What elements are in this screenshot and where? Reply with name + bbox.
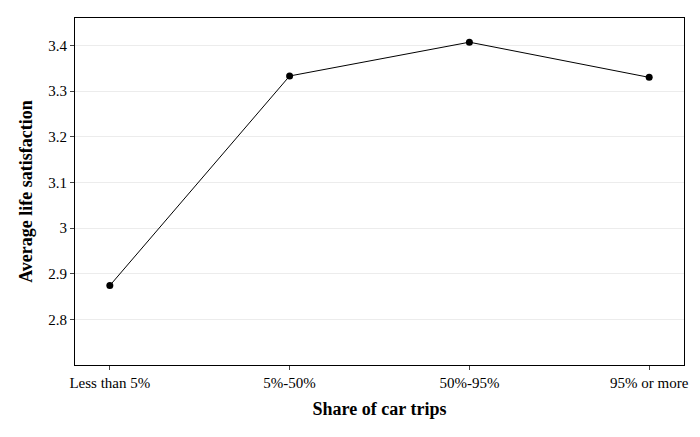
svg-text:95% or more: 95% or more [610, 375, 689, 391]
svg-text:5%-50%: 5%-50% [263, 375, 316, 391]
svg-text:2.8: 2.8 [48, 312, 67, 328]
svg-text:3.4: 3.4 [48, 38, 67, 54]
svg-text:3.3: 3.3 [48, 83, 67, 99]
svg-text:3.1: 3.1 [48, 175, 67, 191]
svg-text:50%-95%: 50%-95% [439, 375, 499, 391]
svg-text:3.2: 3.2 [48, 129, 67, 145]
svg-text:2.9: 2.9 [48, 266, 67, 282]
svg-text:Less than 5%: Less than 5% [69, 375, 150, 391]
svg-text:3: 3 [60, 220, 68, 236]
svg-text:Share of car trips: Share of car trips [313, 399, 447, 419]
svg-text:Average life satisfaction: Average life satisfaction [16, 100, 36, 283]
